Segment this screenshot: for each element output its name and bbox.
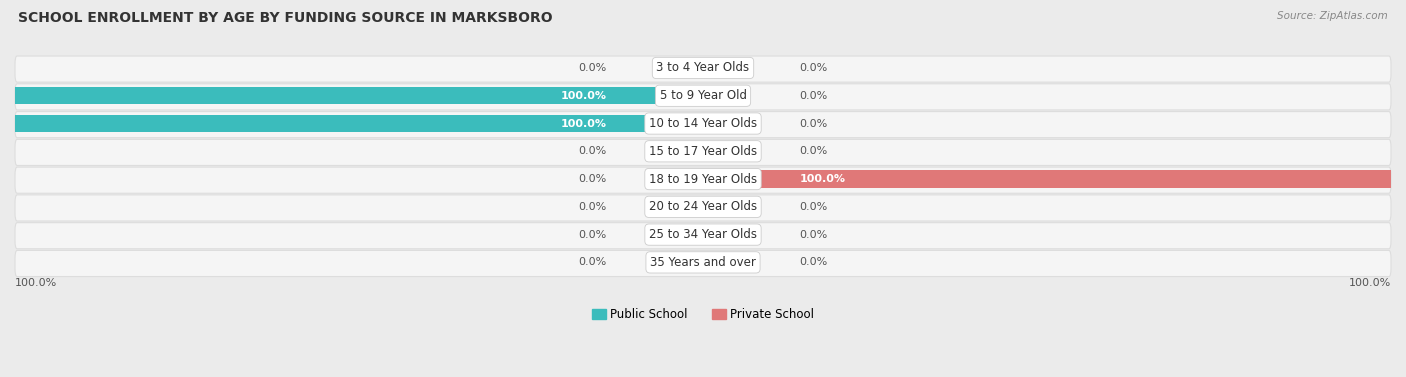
Text: Source: ZipAtlas.com: Source: ZipAtlas.com <box>1277 11 1388 21</box>
Text: 0.0%: 0.0% <box>800 257 828 267</box>
Bar <box>703 87 737 104</box>
Text: SCHOOL ENROLLMENT BY AGE BY FUNDING SOURCE IN MARKSBORO: SCHOOL ENROLLMENT BY AGE BY FUNDING SOUR… <box>18 11 553 25</box>
Text: 0.0%: 0.0% <box>578 202 606 212</box>
Text: 0.0%: 0.0% <box>800 146 828 156</box>
Bar <box>703 170 1391 188</box>
Text: 100.0%: 100.0% <box>561 91 606 101</box>
FancyBboxPatch shape <box>15 112 1391 138</box>
Text: 5 to 9 Year Old: 5 to 9 Year Old <box>659 89 747 102</box>
FancyBboxPatch shape <box>15 223 1391 249</box>
FancyBboxPatch shape <box>15 139 1391 166</box>
Bar <box>15 115 703 132</box>
Text: 0.0%: 0.0% <box>578 257 606 267</box>
Text: 0.0%: 0.0% <box>578 174 606 184</box>
Text: 100.0%: 100.0% <box>800 174 845 184</box>
Text: 10 to 14 Year Olds: 10 to 14 Year Olds <box>650 117 756 130</box>
Text: 20 to 24 Year Olds: 20 to 24 Year Olds <box>650 200 756 213</box>
Bar <box>703 59 737 77</box>
Bar <box>669 226 703 243</box>
Text: 0.0%: 0.0% <box>800 118 828 129</box>
Text: 18 to 19 Year Olds: 18 to 19 Year Olds <box>650 173 756 185</box>
FancyBboxPatch shape <box>15 84 1391 110</box>
Text: 0.0%: 0.0% <box>800 91 828 101</box>
FancyBboxPatch shape <box>15 56 1391 82</box>
Bar <box>669 254 703 271</box>
Text: 100.0%: 100.0% <box>15 277 58 288</box>
FancyBboxPatch shape <box>15 250 1391 277</box>
Text: 0.0%: 0.0% <box>800 63 828 73</box>
Text: 100.0%: 100.0% <box>1348 277 1391 288</box>
Text: 100.0%: 100.0% <box>561 118 606 129</box>
Text: 0.0%: 0.0% <box>578 230 606 240</box>
FancyBboxPatch shape <box>15 195 1391 221</box>
Bar <box>703 115 737 132</box>
Text: 0.0%: 0.0% <box>578 63 606 73</box>
Bar <box>703 226 737 243</box>
Bar <box>669 198 703 215</box>
Bar <box>669 170 703 188</box>
Bar <box>15 87 703 104</box>
Bar <box>703 143 737 160</box>
Bar <box>669 143 703 160</box>
Bar <box>703 198 737 215</box>
Text: 15 to 17 Year Olds: 15 to 17 Year Olds <box>650 145 756 158</box>
Bar <box>703 254 737 271</box>
Legend: Public School, Private School: Public School, Private School <box>592 308 814 321</box>
Text: 3 to 4 Year Olds: 3 to 4 Year Olds <box>657 61 749 75</box>
Bar <box>669 59 703 77</box>
Text: 0.0%: 0.0% <box>800 230 828 240</box>
Text: 0.0%: 0.0% <box>578 146 606 156</box>
Text: 25 to 34 Year Olds: 25 to 34 Year Olds <box>650 228 756 241</box>
Text: 0.0%: 0.0% <box>800 202 828 212</box>
FancyBboxPatch shape <box>15 167 1391 193</box>
Text: 35 Years and over: 35 Years and over <box>650 256 756 269</box>
